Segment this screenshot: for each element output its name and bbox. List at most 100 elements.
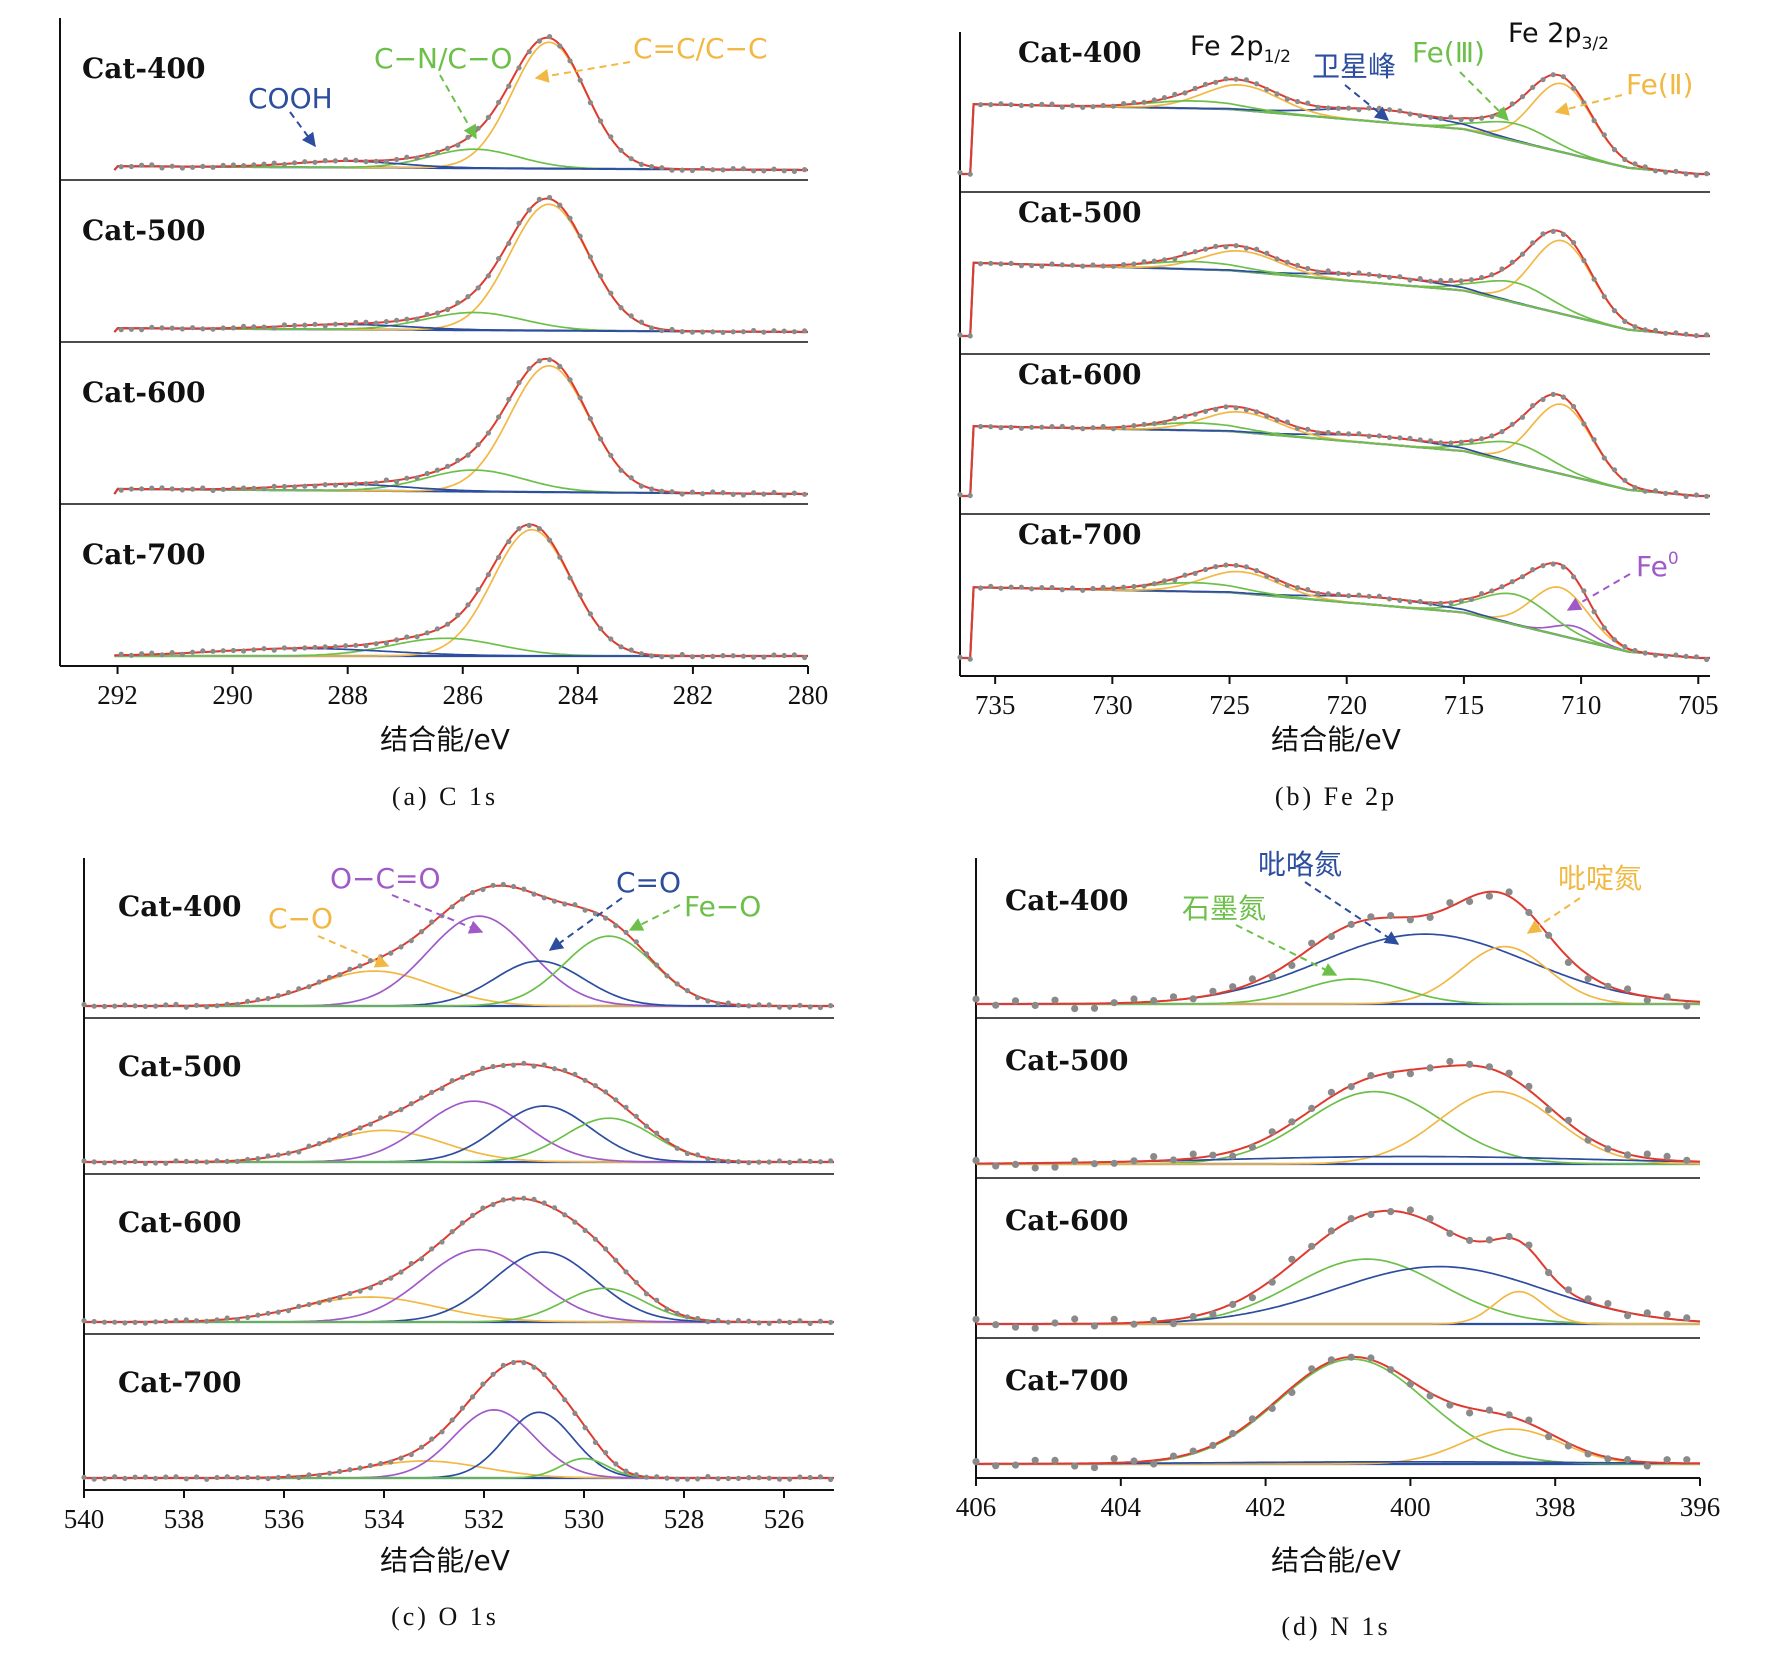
data-point bbox=[1049, 424, 1055, 430]
data-point bbox=[1663, 993, 1671, 1001]
data-point bbox=[1049, 261, 1055, 267]
data-point bbox=[1090, 585, 1096, 592]
data-point bbox=[1564, 1116, 1572, 1124]
data-point bbox=[465, 452, 471, 458]
data-point bbox=[695, 995, 701, 1001]
data-point bbox=[1604, 1455, 1612, 1463]
data-point bbox=[988, 102, 994, 108]
data-point bbox=[190, 486, 196, 492]
data-point bbox=[562, 901, 568, 907]
data-point bbox=[230, 485, 236, 491]
data-point bbox=[1008, 424, 1014, 430]
data-point bbox=[378, 1115, 384, 1121]
data-point bbox=[296, 986, 302, 992]
sample-label: Cat-600 bbox=[118, 1206, 241, 1239]
data-point bbox=[1642, 488, 1648, 494]
data-point bbox=[200, 326, 206, 332]
data-point bbox=[551, 898, 558, 904]
data-point bbox=[613, 923, 619, 929]
data-point bbox=[587, 416, 594, 422]
annotation-ocdo-arrow bbox=[391, 894, 484, 934]
data-point bbox=[1407, 435, 1413, 441]
data-point bbox=[1366, 105, 1372, 111]
data-point bbox=[132, 1158, 138, 1165]
data-point bbox=[337, 1294, 343, 1301]
data-point bbox=[1367, 1354, 1375, 1362]
data-point bbox=[1209, 1151, 1217, 1159]
data-point bbox=[1294, 262, 1301, 268]
data-point bbox=[1229, 983, 1237, 991]
data-point bbox=[1611, 467, 1618, 473]
data-point bbox=[1327, 1088, 1335, 1096]
sample-cat-500: Cat-500 bbox=[81, 1050, 834, 1167]
component-peak bbox=[976, 1258, 1700, 1325]
data-point bbox=[1051, 1319, 1059, 1327]
data-point bbox=[608, 636, 614, 642]
data-point bbox=[475, 587, 481, 593]
data-point bbox=[475, 442, 481, 448]
data-point bbox=[353, 642, 359, 648]
data-point bbox=[1530, 403, 1536, 409]
data-point bbox=[480, 1381, 486, 1387]
data-point bbox=[332, 158, 338, 164]
data-point bbox=[500, 1197, 506, 1203]
data-point bbox=[1121, 584, 1127, 590]
data-point bbox=[112, 1003, 118, 1009]
data-point bbox=[1622, 644, 1628, 650]
data-point bbox=[373, 641, 379, 647]
data-point bbox=[1366, 271, 1372, 277]
data-point bbox=[296, 1149, 302, 1155]
data-point bbox=[1161, 419, 1168, 426]
data-point bbox=[587, 100, 594, 106]
data-point bbox=[316, 1300, 322, 1306]
data-point bbox=[1325, 591, 1331, 597]
data-point bbox=[992, 1162, 1000, 1170]
data-point bbox=[1008, 102, 1014, 108]
caption-d: (d) N 1s bbox=[1281, 1612, 1390, 1641]
data-point bbox=[1622, 156, 1628, 163]
data-point bbox=[234, 1158, 240, 1164]
data-point bbox=[700, 491, 706, 497]
data-point bbox=[1347, 1215, 1355, 1223]
data-point bbox=[292, 322, 298, 328]
data-point bbox=[1090, 1004, 1099, 1012]
data-point bbox=[1347, 920, 1355, 929]
component-peak bbox=[960, 586, 1710, 659]
data-point bbox=[1479, 436, 1485, 442]
data-point bbox=[510, 1196, 517, 1202]
data-point bbox=[404, 475, 410, 481]
data-point bbox=[204, 1476, 210, 1482]
data-point bbox=[705, 1473, 711, 1480]
x-tick-label: 286 bbox=[443, 680, 484, 710]
data-point bbox=[572, 902, 578, 908]
data-point bbox=[1029, 262, 1035, 269]
data-point bbox=[541, 895, 547, 901]
data-point bbox=[516, 526, 522, 532]
data-point bbox=[787, 1004, 793, 1010]
data-point bbox=[265, 1475, 271, 1482]
data-point bbox=[139, 327, 145, 333]
data-point bbox=[414, 155, 420, 161]
annotation-ocdo: O−C=O bbox=[330, 862, 441, 895]
data-point bbox=[669, 489, 675, 495]
data-point bbox=[1505, 888, 1513, 896]
data-point bbox=[541, 1200, 547, 1206]
data-point bbox=[81, 1318, 87, 1324]
data-point bbox=[1192, 570, 1198, 577]
data-point bbox=[725, 1000, 731, 1006]
data-point bbox=[781, 652, 787, 659]
data-point bbox=[210, 487, 216, 493]
x-tick-label: 402 bbox=[1245, 1492, 1286, 1522]
data-point bbox=[1327, 1356, 1335, 1364]
data-point bbox=[1356, 592, 1362, 598]
data-point bbox=[536, 358, 543, 364]
data-point bbox=[1182, 90, 1188, 96]
data-point bbox=[766, 1002, 772, 1008]
data-point bbox=[1417, 113, 1423, 119]
data-point bbox=[1284, 96, 1290, 102]
data-point bbox=[1622, 318, 1628, 324]
data-point bbox=[118, 327, 124, 333]
data-point bbox=[1029, 586, 1035, 592]
data-point bbox=[669, 326, 675, 333]
data-point bbox=[224, 1315, 230, 1321]
